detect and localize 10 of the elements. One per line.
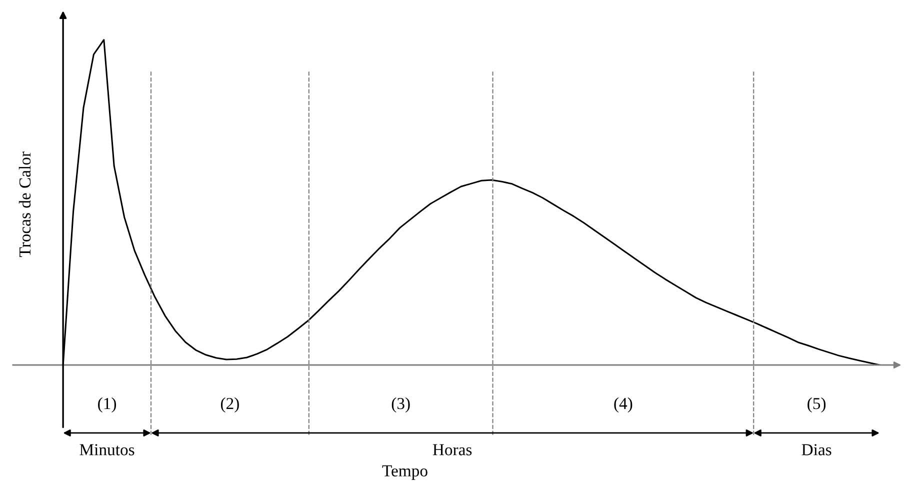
text: (2) [220, 397, 239, 413]
text: (4) [614, 397, 632, 413]
text: Horas [432, 444, 472, 456]
text: Minutos [80, 444, 134, 456]
y-axis-title: Trocas de Calor [18, 152, 31, 257]
text: (5) [808, 397, 826, 413]
text: (1) [98, 397, 116, 413]
text: Dias [802, 444, 832, 456]
text: (3) [392, 397, 410, 413]
text: Tempo [382, 465, 428, 480]
